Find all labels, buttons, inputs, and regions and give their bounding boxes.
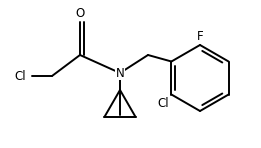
Text: O: O xyxy=(75,7,85,20)
Text: Cl: Cl xyxy=(14,70,26,82)
Text: N: N xyxy=(116,66,124,79)
Text: Cl: Cl xyxy=(158,96,169,110)
Text: F: F xyxy=(197,30,203,43)
